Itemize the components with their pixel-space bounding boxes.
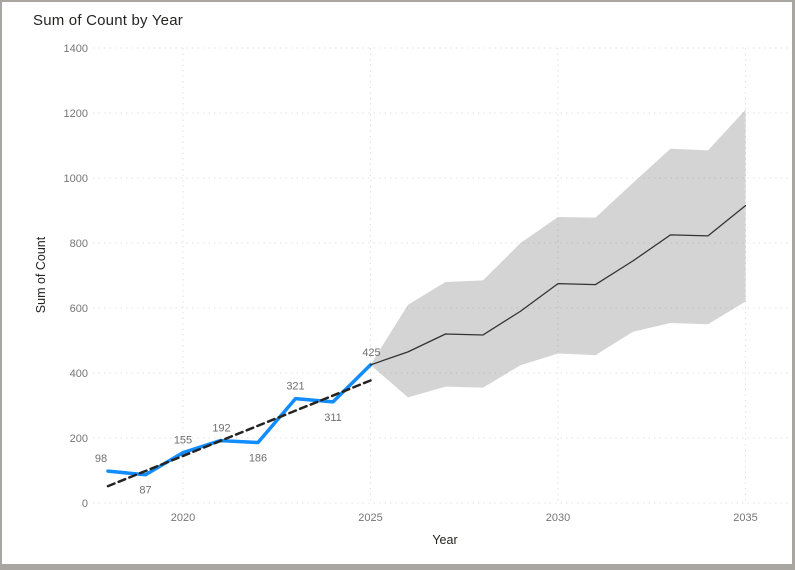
chart-title: Sum of Count by Year (33, 12, 183, 29)
data-label-192: 192 (212, 423, 230, 435)
y-tick-label-400: 400 (70, 368, 88, 380)
trend-line (106, 379, 372, 488)
data-label-321: 321 (286, 381, 304, 393)
data-label-186: 186 (249, 453, 267, 465)
y-tick-label-600: 600 (70, 303, 88, 315)
x-axis-title: Year (432, 533, 458, 547)
x-tick-label-2025: 2025 (358, 512, 382, 524)
y-tick-label-200: 200 (70, 433, 88, 445)
x-tick-label-2020: 2020 (171, 512, 195, 524)
y-tick-label-1400: 1400 (64, 43, 88, 55)
data-label-98: 98 (95, 453, 107, 465)
plot-area[interactable] (93, 48, 788, 503)
data-label-311: 311 (324, 412, 342, 424)
data-label-155: 155 (174, 435, 192, 447)
forecast-line (369, 204, 747, 366)
y-tick-label-1000: 1000 (64, 173, 88, 185)
x-tick-label-2030: 2030 (546, 512, 570, 524)
data-label-425: 425 (362, 347, 380, 359)
confidence-band (370, 109, 746, 398)
data-label-87: 87 (139, 485, 151, 497)
x-tick-label-2035: 2035 (733, 512, 757, 524)
chart-background (2, 2, 792, 564)
y-tick-label-800: 800 (70, 238, 88, 250)
history-line (106, 363, 373, 477)
y-tick-label-1200: 1200 (64, 108, 88, 120)
y-axis-title: Sum of Count (34, 236, 48, 314)
y-tick-label-0: 0 (82, 498, 88, 510)
